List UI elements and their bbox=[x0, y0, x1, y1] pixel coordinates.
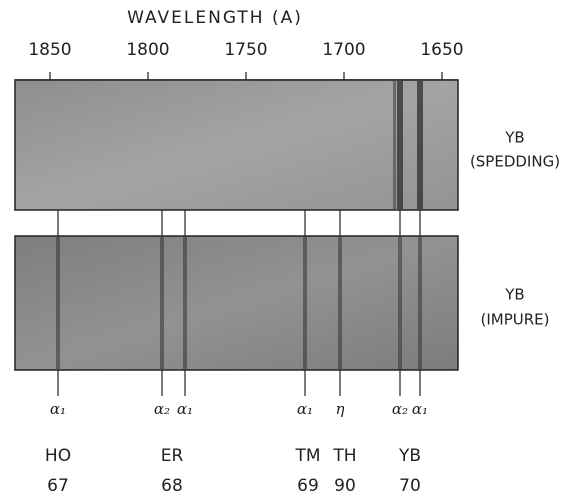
tick-label: 1750 bbox=[224, 40, 267, 60]
spectral-line bbox=[397, 81, 403, 209]
tick-label: 1650 bbox=[420, 40, 463, 60]
plate-impure bbox=[15, 236, 458, 370]
element-symbol: TH bbox=[332, 446, 356, 466]
spectral-line bbox=[56, 237, 60, 369]
spectral-line bbox=[303, 237, 307, 369]
spectral-line bbox=[183, 237, 187, 369]
spectral-line bbox=[398, 237, 402, 369]
spectral-line bbox=[160, 237, 164, 369]
line-label: α₂ bbox=[154, 400, 170, 418]
line-label: α₁ bbox=[412, 400, 428, 418]
spectral-line bbox=[417, 81, 423, 209]
spectral-line bbox=[418, 237, 422, 369]
spectral-line bbox=[338, 237, 342, 369]
element-symbol: YB bbox=[398, 446, 421, 466]
atomic-number: 67 bbox=[47, 476, 69, 496]
atomic-number: 69 bbox=[297, 476, 319, 496]
line-label: α₁ bbox=[297, 400, 313, 418]
plate-label: (SPEDDING) bbox=[470, 153, 560, 171]
atomic-number: 68 bbox=[161, 476, 183, 496]
atomic-number: 90 bbox=[334, 476, 356, 496]
line-label: η bbox=[336, 400, 345, 418]
spectral-line bbox=[393, 81, 396, 209]
plate-label: YB bbox=[504, 129, 524, 147]
plate-label: (IMPURE) bbox=[481, 311, 550, 329]
line-label: α₂ bbox=[392, 400, 408, 418]
element-symbol: TM bbox=[294, 446, 320, 466]
plate-label: YB bbox=[504, 286, 524, 304]
tick-label: 1850 bbox=[28, 40, 71, 60]
element-symbol: ER bbox=[161, 446, 184, 466]
atomic-number: 70 bbox=[399, 476, 421, 496]
axis-title: WAVELENGTH (A) bbox=[127, 8, 303, 28]
figure: WAVELENGTH (A) YB (SPEDDING) YB (IMPURE)… bbox=[0, 0, 572, 498]
tick-label: 1700 bbox=[322, 40, 365, 60]
line-label: α₁ bbox=[50, 400, 66, 418]
plate-spedding bbox=[15, 80, 458, 210]
element-symbol: HO bbox=[45, 446, 71, 466]
tick-label: 1800 bbox=[126, 40, 169, 60]
line-label: α₁ bbox=[177, 400, 193, 418]
